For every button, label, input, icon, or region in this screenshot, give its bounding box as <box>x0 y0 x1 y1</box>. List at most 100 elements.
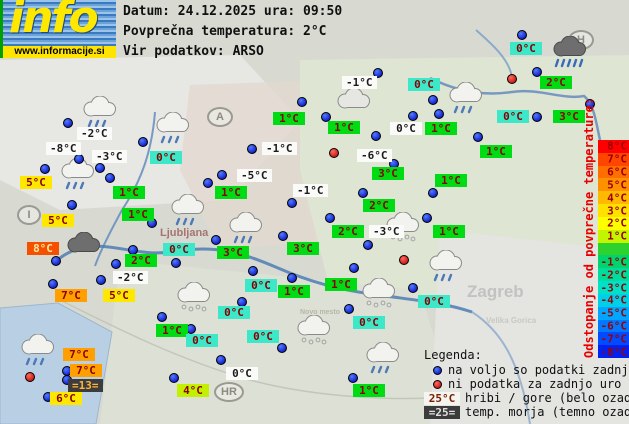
rain-cloud-icon <box>426 249 466 287</box>
header-date: Datum: 24.12.2025 ura: 09:50 <box>123 4 343 19</box>
station-dot <box>363 240 373 250</box>
temperature-label: 7°C <box>55 289 87 302</box>
temperature-label: 1°C <box>273 112 305 125</box>
temperature-label: =13= <box>68 379 103 392</box>
temperature-label: 5°C <box>42 214 74 227</box>
station-dot <box>74 154 84 164</box>
temperature-label: 0°C <box>497 110 529 123</box>
logo-background: info <box>3 0 116 46</box>
scale-band: 2°C <box>598 216 629 230</box>
station-dot <box>171 258 181 268</box>
temperature-label: 0°C <box>163 243 195 256</box>
legend-item-label: na voljo so podatki zadnje ure <box>448 363 629 377</box>
scale-band: -5°C <box>598 306 629 320</box>
temperature-label: 1°C <box>122 208 154 221</box>
station-dot <box>344 304 354 314</box>
station-dot <box>67 200 77 210</box>
station-dot <box>96 275 106 285</box>
station-dot <box>358 188 368 198</box>
scale-band-zero <box>598 242 629 256</box>
temperature-label: 0°C <box>390 122 422 135</box>
scale-band: 1°C <box>598 229 629 243</box>
temperature-label: 1°C <box>325 278 357 291</box>
header-info: Datum: 24.12.2025 ura: 09:50 Povprečna t… <box>123 2 342 62</box>
scale-band: 5°C <box>598 178 629 192</box>
station-dot <box>111 259 121 269</box>
temperature-label: 1°C <box>435 174 467 187</box>
temperature-label: 3°C <box>287 242 319 255</box>
station-dot <box>211 235 221 245</box>
scale-band: -3°C <box>598 281 629 294</box>
rain-cloud-icon <box>80 95 120 133</box>
temperature-label: 0°C <box>218 306 250 319</box>
temperature-label: -1°C <box>293 184 328 197</box>
temperature-label: 0°C <box>408 78 440 91</box>
rain-cloud-icon <box>446 81 486 119</box>
scale-band: -8°C <box>598 345 629 359</box>
station-dot <box>373 68 383 78</box>
temperature-label: 3°C <box>553 110 585 123</box>
temperature-label: -3°C <box>92 150 127 163</box>
temperature-label: 6°C <box>50 392 82 405</box>
scale-band: -7°C <box>598 332 629 346</box>
mountain-badge: 25°C <box>424 391 460 405</box>
temperature-label: 1°C <box>215 186 247 199</box>
city-label: Zagreb <box>467 282 524 301</box>
temperature-label: 1°C <box>425 122 457 135</box>
legend-item-sea-temperature: =25= temp. morja (temno ozadje) <box>424 405 629 419</box>
temperature-label: 1°C <box>353 384 385 397</box>
station-dot <box>169 373 179 383</box>
temperature-label: -2°C <box>77 127 112 140</box>
temperature-label: 5°C <box>20 176 52 189</box>
temperature-label: 0°C <box>186 334 218 347</box>
logo-url-link[interactable]: www.informacije.si <box>3 46 116 58</box>
station-dot <box>203 178 213 188</box>
station-dot <box>428 95 438 105</box>
station-dot <box>138 137 148 147</box>
dark-cloud-icon <box>64 231 104 269</box>
city-label: Novo mesto <box>300 309 341 316</box>
rain-cloud-icon <box>18 333 58 371</box>
temperature-label: -1°C <box>262 142 297 155</box>
station-dot <box>532 67 542 77</box>
rain-cloud-icon <box>168 193 208 231</box>
scale-band-label: -3°C <box>600 281 628 295</box>
temperature-label: 5°C <box>103 289 135 302</box>
rain-cloud-icon <box>226 211 266 249</box>
rain-cloud-icon <box>363 341 403 379</box>
scale-band-label: -7°C <box>600 332 628 346</box>
station-dot <box>157 312 167 322</box>
scale-band-label: 1°C <box>607 229 627 243</box>
scale-band-label: -2°C <box>600 268 628 282</box>
city-label: Velika Gorica <box>486 316 537 325</box>
station-dot-no-data <box>399 255 409 265</box>
snow-cloud-icon <box>359 277 399 315</box>
station-dot <box>63 118 73 128</box>
scale-band-label: -5°C <box>600 306 628 320</box>
plain-cloud-icon <box>334 87 374 125</box>
scale-band-label: 6°C <box>607 165 627 179</box>
temperature-label: 0°C <box>353 316 385 329</box>
station-dot <box>297 97 307 107</box>
scale-band: -4°C <box>598 293 629 307</box>
snow-cloud-icon <box>294 314 334 352</box>
temperature-label: 0°C <box>510 42 542 55</box>
header-data-source: Vir podatkov: ARSO <box>123 44 264 59</box>
scale-band: -6°C <box>598 319 629 333</box>
temperature-label: -6°C <box>357 149 392 162</box>
scale-band-label: 3°C <box>607 204 627 218</box>
scale-band-label: 2°C <box>607 216 627 230</box>
temperature-label: 2°C <box>363 199 395 212</box>
scale-band: 4°C <box>598 191 629 205</box>
station-dot <box>248 266 258 276</box>
legend-item-label: ni podatka za zadnjo uro <box>448 377 622 391</box>
site-logo[interactable]: info www.informacije.si <box>0 0 116 58</box>
station-dot <box>278 231 288 241</box>
scale-band-label: 8°C <box>607 139 627 153</box>
temperature-label: 2°C <box>125 254 157 267</box>
station-dot <box>408 283 418 293</box>
station-dot <box>348 373 358 383</box>
legend-item-data-available: na voljo so podatki zadnje ure <box>424 363 629 377</box>
legend-title: Legenda: <box>424 348 482 362</box>
